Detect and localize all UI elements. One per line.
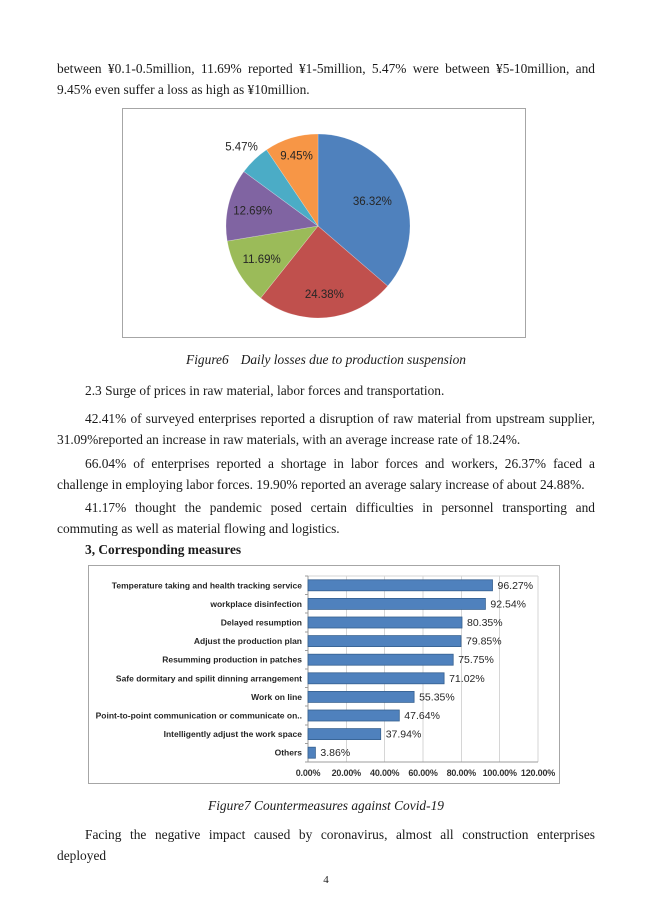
- raw-materials-paragraph: 42.41% of surveyed enterprises reported …: [57, 411, 595, 447]
- bar-value-label-7: 47.64%: [404, 710, 440, 722]
- bar-category-label-0: Temperature taking and health tracking s…: [112, 580, 302, 590]
- bar-9: [307, 746, 316, 759]
- bar-1: [307, 598, 486, 610]
- pie-slice-4: [243, 149, 319, 227]
- bar-category-label-5: Safe dormitary and spilit dinning arrang…: [116, 673, 302, 683]
- intro-paragraph: between ¥0.1-0.5million, 11.69% reported…: [57, 61, 595, 97]
- bar-8: [307, 728, 382, 741]
- pie-slice-label-5: 9.45%: [280, 151, 313, 163]
- x-axis-tick-label-3: 60.00%: [408, 768, 438, 778]
- bar-category-label-8: Intelligently adjust the work space: [164, 729, 303, 739]
- bar-category-label-9: Others: [275, 748, 303, 758]
- bar-5: [307, 672, 445, 685]
- pie-slice-0: [317, 133, 411, 287]
- bar-3: [307, 635, 462, 647]
- x-axis-tick-label-6: 120.00%: [521, 768, 555, 778]
- measures-heading: 3, Corresponding measures: [85, 542, 242, 557]
- x-axis-tick-label-2: 40.00%: [370, 768, 400, 778]
- pie-slice-label-2: 11.69%: [243, 254, 281, 266]
- pie-slice-2: [226, 225, 319, 299]
- bar-category-label-4: Resumming production in patches: [162, 655, 302, 665]
- bar-value-label-9: 3.86%: [320, 747, 350, 759]
- bar-6: [307, 691, 415, 703]
- bar-value-label-4: 75.75%: [458, 654, 494, 666]
- pie-slice-label-1: 24.38%: [305, 289, 344, 301]
- bar-value-label-0: 96.27%: [498, 580, 534, 592]
- pie-slice-3: [225, 171, 319, 242]
- pie-chart-svg: 36.32% 24.38% 11.69% 12.69% 5.47% 9.45%: [225, 133, 411, 319]
- section-2-3-paragraph: 2.3 Surge of prices in raw material, lab…: [85, 383, 445, 398]
- pie-slice-label-3: 12.69%: [233, 205, 272, 217]
- figure7-bar-chart-frame: Temperature taking and health tracking s…: [88, 565, 560, 784]
- bar-value-label-1: 92.54%: [490, 598, 526, 610]
- pie-slice-5: [266, 133, 319, 227]
- x-axis-tick-label-0: 0.00%: [296, 768, 321, 778]
- figure6-caption: Figure6 Daily losses due to production su…: [57, 351, 595, 368]
- bar-value-label-2: 80.35%: [467, 617, 503, 629]
- figure7-caption: Figure7 Countermeasures against Covid-19: [208, 798, 444, 813]
- x-axis-tick-label-5: 100.00%: [483, 768, 517, 778]
- pie-slice-label-0: 36.32%: [353, 196, 392, 208]
- figure6-caption-label: Figure6: [186, 352, 229, 367]
- x-axis-tick-label-1: 20.00%: [332, 768, 362, 778]
- pie-slice-label-4: 5.47%: [225, 141, 258, 153]
- figure6-caption-title: Daily losses due to production suspensio…: [240, 352, 466, 367]
- pie-slice-1: [260, 225, 389, 319]
- bar-7: [307, 709, 400, 722]
- bar-chart-svg: Temperature taking and health tracking s…: [96, 575, 555, 778]
- bar-category-label-2: Delayed resumption: [221, 618, 302, 628]
- figure6-pie-chart-frame: 36.32% 24.38% 11.69% 12.69% 5.47% 9.45%: [122, 108, 526, 338]
- page-content: between ¥0.1-0.5million, 11.69% reported…: [57, 58, 595, 888]
- closing-paragraph: Facing the negative impact caused by cor…: [57, 827, 595, 863]
- bar-2: [307, 616, 463, 629]
- bar-4: [307, 653, 454, 666]
- bar-value-label-6: 55.35%: [419, 691, 455, 703]
- bar-value-label-5: 71.02%: [449, 673, 485, 685]
- bar-category-label-6: Work on line: [251, 692, 302, 702]
- logistics-paragraph: 41.17% thought the pandemic posed certai…: [57, 500, 595, 536]
- bar-value-label-8: 37.94%: [386, 729, 422, 741]
- bar-category-label-3: Adjust the production plan: [194, 636, 302, 646]
- page-number: 4: [323, 874, 329, 886]
- x-axis-tick-label-4: 80.00%: [447, 768, 477, 778]
- bar-value-label-3: 79.85%: [466, 636, 502, 648]
- bar-0: [307, 579, 493, 592]
- bar-category-label-1: workplace disinfection: [209, 599, 302, 609]
- labor-paragraph: 66.04% of enterprises reported a shortag…: [57, 456, 595, 492]
- bar-category-label-7: Point-to-point communication or communic…: [96, 711, 302, 721]
